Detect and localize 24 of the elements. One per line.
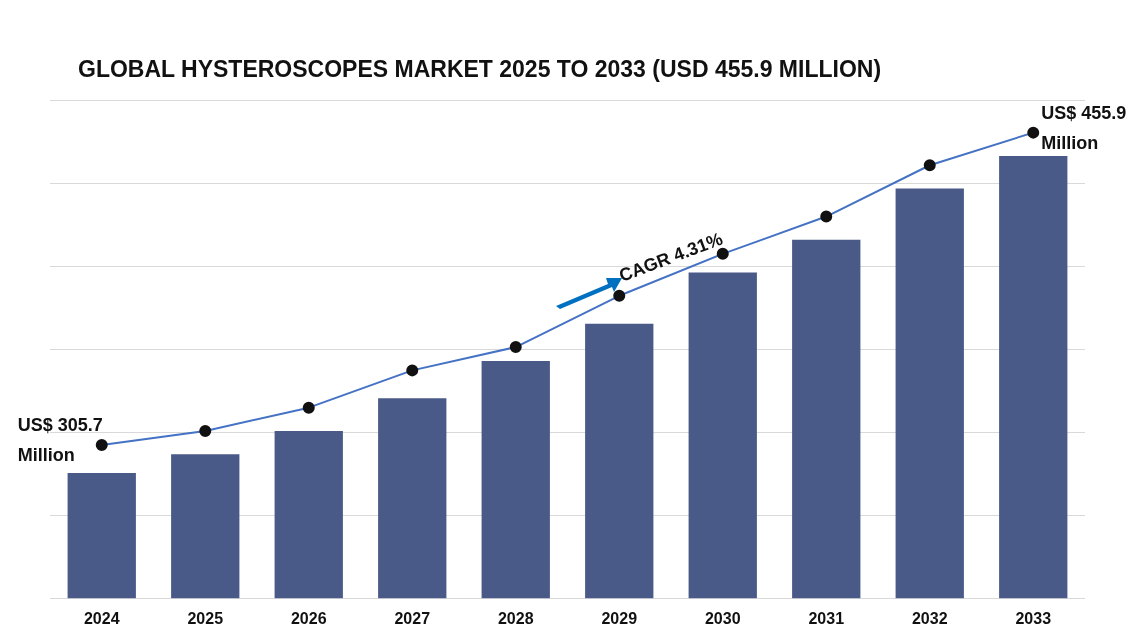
bar — [274, 430, 343, 599]
chart-title: GLOBAL HYSTEROSCOPES MARKET 2025 TO 2033 (USD 455.9 MILLION) — [78, 56, 882, 83]
bar — [67, 472, 136, 599]
bar — [481, 361, 550, 599]
x-tick-label: 2032 — [911, 609, 948, 627]
x-tick-label: 2027 — [394, 609, 431, 627]
bar — [895, 188, 964, 599]
annotation: US$ 455.9 Million — [1041, 102, 1127, 153]
x-tick-label: 2029 — [601, 609, 638, 627]
x-tick-label: 2028 — [497, 609, 534, 627]
bar — [171, 454, 240, 599]
bar — [585, 323, 654, 599]
bar — [688, 272, 757, 599]
x-tick-label: 2024 — [83, 609, 120, 627]
bar — [999, 155, 1068, 599]
x-tick-label: 2031 — [808, 609, 845, 627]
annotation: US$ 305.7 Million — [17, 414, 103, 465]
x-tick-label: 2033 — [1015, 609, 1052, 627]
x-tick-label: 2030 — [704, 609, 741, 627]
x-tick-label: 2026 — [290, 609, 327, 627]
bar — [378, 398, 447, 599]
x-tick-label: 2025 — [187, 609, 224, 627]
annotation: CAGR 4.31% — [616, 228, 726, 286]
bar — [792, 239, 861, 599]
